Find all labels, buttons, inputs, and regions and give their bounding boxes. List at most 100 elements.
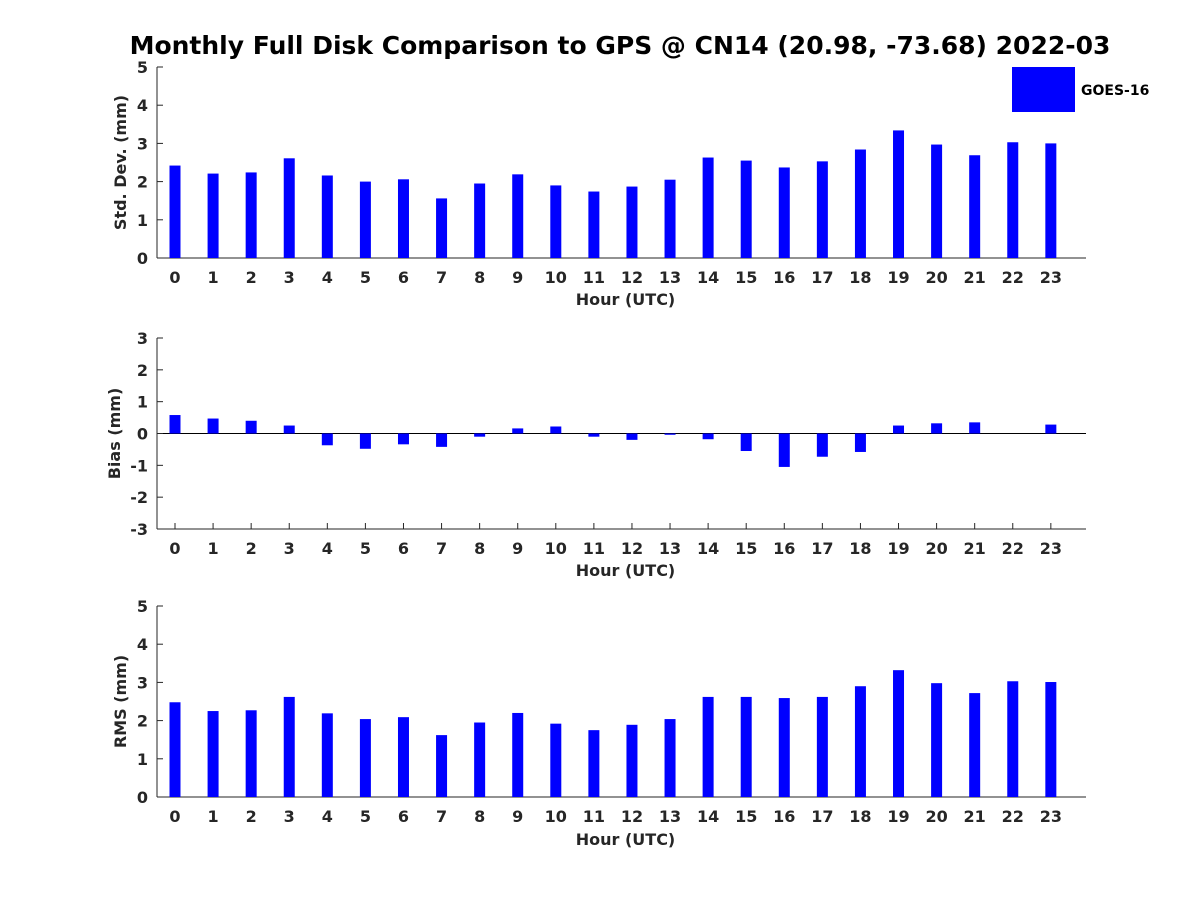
rms-bar: [664, 719, 676, 797]
bias-x-tick-label: 11: [583, 539, 605, 558]
rms-bar: [854, 686, 866, 797]
std-dev-bar: [893, 130, 905, 258]
std-dev-bar: [397, 179, 409, 258]
rms-x-tick-label: 14: [697, 807, 719, 826]
std-dev-y-tick-label: 3: [137, 134, 148, 153]
rms-x-tick-label: 18: [849, 807, 871, 826]
bias-bar: [778, 433, 790, 467]
bias-bar: [283, 425, 295, 434]
bias-x-tick-label: 16: [773, 539, 795, 558]
rms-bar: [702, 696, 714, 797]
bias-bar: [397, 433, 409, 445]
rms-x-tick-label: 5: [360, 807, 371, 826]
bias-x-tick-label: 5: [360, 539, 371, 558]
bias-x-tick-label: 21: [964, 539, 986, 558]
std-dev-x-tick-label: 21: [964, 268, 986, 287]
bias-bar: [740, 433, 752, 452]
bias-x-tick-label: 23: [1040, 539, 1062, 558]
bias-x-tick-label: 22: [1002, 539, 1024, 558]
rms-y-tick-label: 3: [137, 673, 148, 692]
bias-x-axis-label: Hour (UTC): [576, 561, 676, 580]
std-dev-bar: [474, 183, 486, 258]
bias-x-tick-label: 17: [811, 539, 833, 558]
rms-x-tick-label: 22: [1002, 807, 1024, 826]
bias-bar: [588, 433, 600, 437]
rms-y-tick-label: 2: [137, 712, 148, 731]
std-dev-x-tick-label: 3: [284, 268, 295, 287]
bias-x-tick-label: 2: [246, 539, 257, 558]
rms-bar: [626, 724, 638, 797]
bias-bar: [321, 433, 333, 446]
legend: GOES-16: [1012, 67, 1149, 112]
bias-x-tick-label: 19: [887, 539, 909, 558]
rms-bar: [816, 696, 828, 797]
bias-y-tick-label: -1: [130, 456, 148, 475]
std-dev-bar: [550, 185, 562, 258]
std-dev-y-tick-label: 1: [137, 211, 148, 230]
std-dev-bar: [626, 186, 638, 258]
rms-bar: [321, 713, 333, 797]
std-dev-x-tick-label: 20: [925, 268, 947, 287]
rms-bar: [588, 730, 600, 797]
std-dev-bar: [1007, 142, 1019, 258]
rms-x-tick-label: 0: [169, 807, 180, 826]
bias-bar: [664, 433, 676, 435]
std-dev-x-tick-label: 4: [322, 268, 333, 287]
rms-x-tick-label: 15: [735, 807, 757, 826]
bias-y-tick-label: -3: [130, 520, 148, 539]
bias-bar: [626, 433, 638, 440]
bias-y-tick-label: 1: [137, 393, 148, 412]
bias-bar: [550, 426, 562, 434]
std-dev-x-tick-label: 17: [811, 268, 833, 287]
rms-x-tick-label: 1: [208, 807, 219, 826]
std-dev-bar: [245, 172, 257, 258]
bias-bar: [1045, 424, 1057, 434]
bias-bar: [207, 418, 219, 434]
bias-x-tick-label: 18: [849, 539, 871, 558]
std-dev-bar: [359, 181, 371, 258]
rms-bar: [474, 722, 486, 797]
rms-bar: [169, 702, 181, 797]
rms-bar: [740, 696, 752, 797]
bias-bar: [969, 422, 981, 434]
std-dev-x-tick-label: 19: [887, 268, 909, 287]
rms-x-tick-label: 3: [284, 807, 295, 826]
bias-y-axis-label: Bias (mm): [105, 388, 124, 480]
std-dev-x-tick-label: 14: [697, 268, 719, 287]
rms-x-tick-label: 4: [322, 807, 333, 826]
rms-x-tick-label: 13: [659, 807, 681, 826]
bias-x-tick-label: 14: [697, 539, 719, 558]
bias-bar: [169, 415, 181, 434]
rms-bar: [969, 693, 981, 797]
rms-x-tick-label: 9: [512, 807, 523, 826]
rms-y-axis-label: RMS (mm): [111, 655, 130, 748]
bias-bar: [893, 425, 905, 434]
std-dev-bar: [740, 160, 752, 258]
rms-bar: [359, 719, 371, 797]
std-dev-bar: [321, 175, 333, 258]
std-dev-y-axis-label: Std. Dev. (mm): [111, 95, 130, 230]
rms-bar: [1007, 681, 1019, 797]
bias-bar: [512, 428, 524, 434]
std-dev-bar: [816, 161, 828, 258]
bias-x-tick-label: 8: [474, 539, 485, 558]
bias-bar: [245, 420, 257, 434]
std-dev-x-tick-label: 8: [474, 268, 485, 287]
figure-title: Monthly Full Disk Comparison to GPS @ CN…: [130, 31, 1111, 60]
rms-bar: [207, 711, 219, 797]
std-dev-bar: [588, 191, 600, 258]
std-dev-x-tick-label: 22: [1002, 268, 1024, 287]
std-dev-bar: [1045, 143, 1057, 258]
bias-y-tick-label: 3: [137, 329, 148, 348]
rms-bar: [893, 670, 905, 797]
rms-x-tick-label: 7: [436, 807, 447, 826]
bias-x-tick-label: 7: [436, 539, 447, 558]
std-dev-bar: [854, 149, 866, 258]
std-dev-bar: [512, 174, 524, 258]
std-dev-bar: [207, 173, 219, 258]
bias-x-tick-label: 15: [735, 539, 757, 558]
rms-x-tick-label: 19: [887, 807, 909, 826]
std-dev-bar: [283, 158, 295, 258]
